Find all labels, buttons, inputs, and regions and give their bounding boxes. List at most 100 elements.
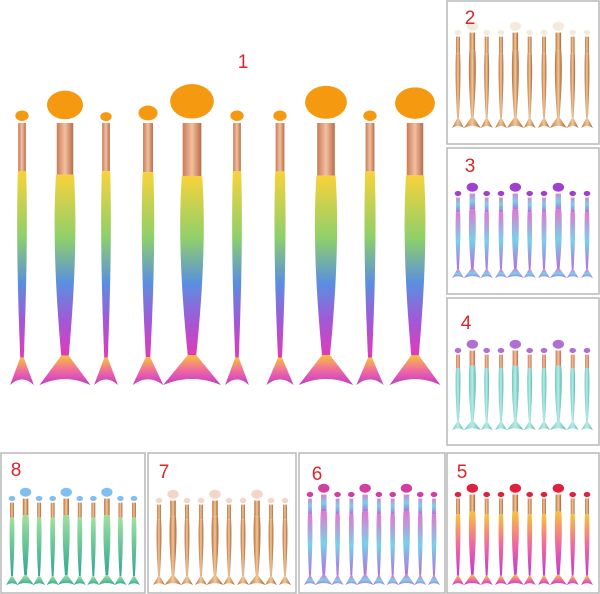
tail-fin [581,118,593,128]
bristle-tip [454,190,462,197]
brush [506,182,524,278]
brush [566,347,579,430]
bristle-tip [167,489,179,499]
bristle-tip [395,87,435,119]
brush [506,21,524,128]
ferrule [570,497,575,515]
tail-fin [128,576,140,585]
bristle-tip [318,483,330,493]
brush [506,483,524,585]
handle [468,365,476,421]
handle [570,368,576,422]
handle [335,514,340,576]
ferrule [542,353,546,369]
bristle-tip [100,112,112,122]
handle [468,50,476,118]
handle [431,514,437,576]
handle [184,519,190,577]
brush [389,87,441,385]
bristle-tip [117,495,124,502]
panel-label: 8 [11,460,22,481]
handle [50,517,56,577]
bristle-tip [509,21,522,31]
ferrule [555,349,562,366]
handle [527,212,533,270]
bristle-tip [155,497,163,504]
ferrule [469,493,476,512]
bristle-tip [509,483,522,493]
bristle-tip [454,347,462,354]
ferrule [469,31,476,51]
bristle-tip [305,85,347,119]
brush [163,84,221,385]
tail-fin [266,357,294,385]
handle [240,519,246,577]
brush [195,497,207,585]
bristle-tip [497,29,505,36]
ferrule [233,122,241,172]
bristle-tip [552,182,565,192]
tail-fin [523,118,536,128]
ferrule [376,497,381,515]
handle [584,212,590,270]
ferrule [104,497,110,516]
handle [232,171,242,358]
brush [523,347,536,430]
handle [511,209,519,269]
handle [484,514,490,576]
bristle-tip [90,495,97,502]
handle [584,514,590,576]
bristle-tip [583,347,591,354]
ferrule [390,497,395,515]
bristle-tip [569,347,576,354]
bristle-tip [359,483,371,493]
tail-fin [538,269,550,278]
bristle-tip [267,497,275,504]
tail-fin [452,421,464,430]
handle [274,171,286,358]
handle [541,53,547,119]
bristle-tip [101,487,113,497]
brush [581,190,593,278]
ferrule [182,122,202,176]
handle [77,517,83,577]
tail-fin [549,268,567,278]
brush [298,85,354,385]
bristle-tip [281,497,289,504]
ferrule [456,353,460,369]
bristle-tip [251,489,263,499]
brush [480,491,493,585]
brush [581,347,593,430]
ferrule [18,122,26,172]
tail-fin [46,576,59,585]
tail-fin [6,576,18,585]
tail-fin [397,574,415,585]
brush [6,495,18,585]
brush [414,491,427,585]
brush [265,497,277,585]
brush [266,110,294,385]
handle [211,516,219,576]
bristle-tip [466,182,479,192]
tail-fin [538,421,550,430]
handle [417,514,423,576]
handle [9,517,15,577]
brush [17,487,35,585]
bristle-tip [569,190,576,197]
brush [331,491,344,585]
tail-fin [39,355,91,385]
ferrule [37,501,42,518]
handle [101,171,111,358]
handle [541,212,547,270]
tail-fin [225,357,249,385]
ferrule [102,122,110,172]
handle [314,175,338,356]
panel-frame [147,452,297,594]
panel-frame [0,452,146,594]
ferrule [321,493,327,512]
ferrule [50,501,55,518]
brush [397,483,415,585]
brush [463,182,481,278]
brush [523,29,536,128]
